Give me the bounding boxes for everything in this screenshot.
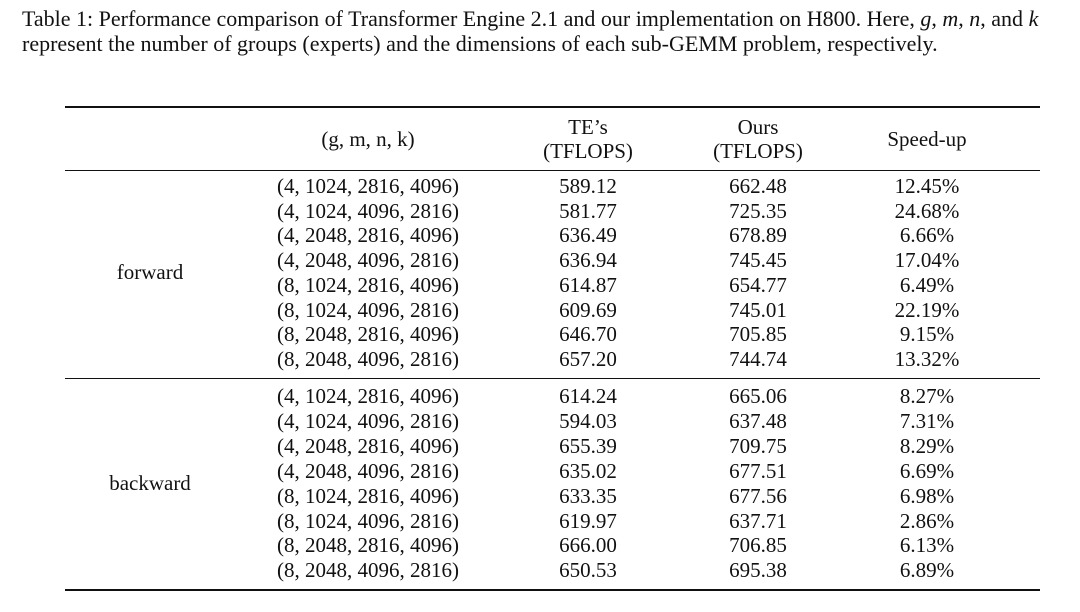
value-cell: 637.48 [729, 408, 787, 433]
bottom-rule [65, 589, 1040, 591]
value-cell: 662.48 [729, 174, 787, 198]
value-cell: 8.27% [899, 384, 955, 408]
value-cell: 6.66% [899, 223, 955, 248]
config-cell: (4, 1024, 2816, 4096) [277, 384, 459, 408]
value-cell: 619.97 [559, 508, 617, 533]
group-rule [65, 378, 1040, 379]
value-cell: 666.00 [559, 533, 617, 558]
value-cell: 2.86% [899, 508, 955, 533]
value-cell: 650.53 [559, 558, 617, 583]
group-label: forward [116, 260, 184, 285]
caption-text: Table 1: Performance comparison of Trans… [22, 6, 921, 31]
value-cell: 657.20 [559, 346, 617, 371]
config-cell: (8, 2048, 2816, 4096) [277, 322, 459, 347]
value-cell: 9.15% [899, 322, 955, 347]
value-cell: 745.45 [729, 248, 787, 273]
config-cell: (8, 1024, 2816, 4096) [277, 483, 459, 508]
value-cell: 665.06 [729, 384, 787, 408]
value-cell: 635.02 [559, 458, 617, 483]
value-cell: 581.77 [559, 198, 617, 223]
config-cell: (8, 1024, 4096, 2816) [277, 508, 459, 533]
value-cell: 6.98% [899, 483, 955, 508]
config-cell: (8, 1024, 4096, 2816) [277, 297, 459, 322]
value-cell: 13.32% [894, 346, 960, 371]
value-cell: 725.35 [729, 198, 787, 223]
value-cell: 6.49% [899, 272, 955, 297]
value-cell: 637.71 [729, 508, 787, 533]
value-cell: 678.89 [729, 223, 787, 248]
config-cell: (4, 2048, 2816, 4096) [277, 433, 459, 458]
value-cell: 6.69% [899, 458, 955, 483]
config-cell: (4, 2048, 4096, 2816) [277, 248, 459, 273]
value-cell: 12.45% [894, 174, 960, 198]
value-cell: 636.94 [559, 248, 617, 273]
caption-text: , [958, 6, 970, 31]
caption-text: , [931, 6, 943, 31]
header-cell: TE’s [568, 115, 608, 139]
value-cell: 609.69 [559, 297, 617, 322]
caption-variable: m [942, 6, 959, 31]
caption-variable: g [920, 6, 932, 31]
value-cell: 646.70 [559, 322, 617, 347]
config-cell: (4, 2048, 4096, 2816) [277, 458, 459, 483]
header-cell: (TFLOPS) [543, 139, 633, 163]
value-cell: 677.56 [729, 483, 787, 508]
value-cell: 706.85 [729, 533, 787, 558]
value-cell: 24.68% [894, 198, 960, 223]
value-cell: 614.87 [559, 272, 617, 297]
value-cell: 705.85 [729, 322, 787, 347]
header-cell: (TFLOPS) [713, 139, 803, 163]
value-cell: 636.49 [559, 223, 617, 248]
top-rule [65, 106, 1040, 108]
config-cell: (8, 2048, 4096, 2816) [277, 558, 459, 583]
caption-text: represent the number of groups (experts)… [22, 31, 938, 56]
value-cell: 633.35 [559, 483, 617, 508]
value-cell: 614.24 [559, 384, 617, 408]
config-cell: (8, 2048, 4096, 2816) [277, 346, 459, 371]
config-cell: (8, 2048, 2816, 4096) [277, 533, 459, 558]
caption-variable: k [1028, 6, 1039, 31]
value-cell: 22.19% [894, 297, 960, 322]
config-cell: (4, 2048, 2816, 4096) [277, 223, 459, 248]
value-cell: 695.38 [729, 558, 787, 583]
caption-text: , and [980, 6, 1029, 31]
caption-variable: n [969, 6, 981, 31]
value-cell: 6.13% [899, 533, 955, 558]
value-cell: 744.74 [729, 346, 787, 371]
value-cell: 655.39 [559, 433, 617, 458]
header-rule [65, 170, 1040, 171]
header-cell: Ours [737, 115, 779, 139]
config-cell: (4, 1024, 4096, 2816) [277, 198, 459, 223]
value-cell: 654.77 [729, 272, 787, 297]
value-cell: 8.29% [899, 433, 955, 458]
value-cell: 745.01 [729, 297, 787, 322]
config-cell: (8, 1024, 2816, 4096) [277, 272, 459, 297]
value-cell: 7.31% [899, 408, 955, 433]
header-cell: Speed-up [887, 127, 967, 151]
config-cell: (4, 1024, 4096, 2816) [277, 408, 459, 433]
value-cell: 677.51 [729, 458, 787, 483]
table-caption: Table 1: Performance comparison of Trans… [22, 6, 1062, 56]
config-cell: (4, 1024, 2816, 4096) [277, 174, 459, 198]
value-cell: 709.75 [729, 433, 787, 458]
value-cell: 17.04% [894, 248, 960, 273]
value-cell: 589.12 [559, 174, 617, 198]
value-cell: 6.89% [899, 558, 955, 583]
value-cell: 594.03 [559, 408, 617, 433]
header-cell: (g, m, n, k) [321, 127, 415, 151]
group-label: backward [109, 471, 191, 496]
